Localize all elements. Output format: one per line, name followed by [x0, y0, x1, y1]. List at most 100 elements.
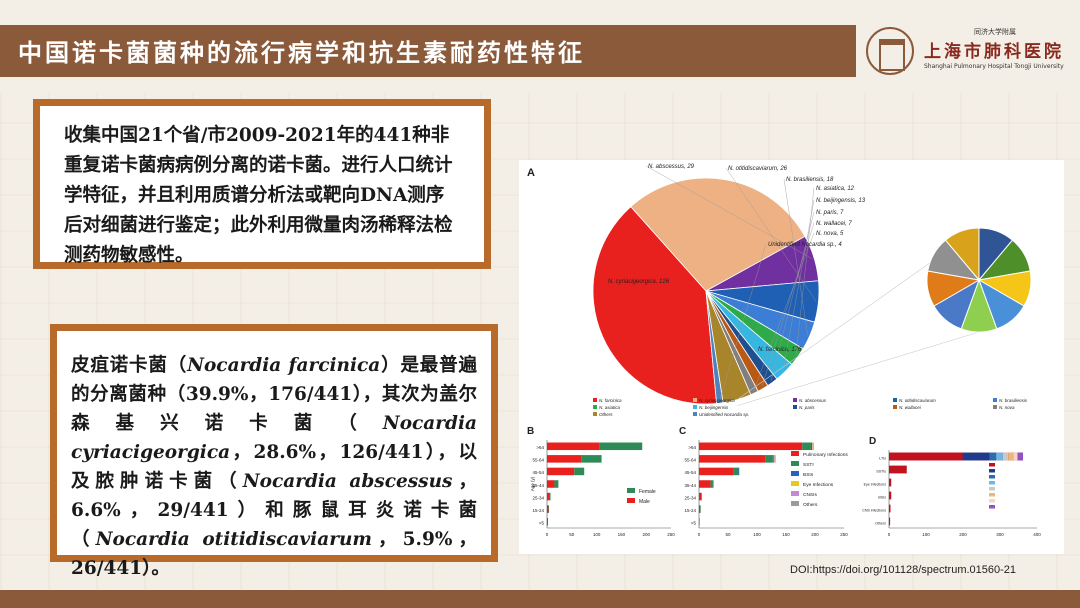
category-tick-label: 45-54 — [532, 470, 544, 475]
y-axis-label: Age (y) — [530, 476, 535, 491]
bar-segment — [547, 505, 549, 513]
bar-segment — [701, 492, 702, 501]
bar-segment — [774, 455, 776, 463]
legend-swatch — [791, 481, 799, 486]
legend-swatch — [989, 505, 995, 509]
legend-label: CNSIs — [803, 492, 817, 498]
legend-swatch — [989, 469, 995, 473]
legend-swatch — [893, 398, 897, 402]
bar-segment — [554, 480, 559, 488]
category-tick-label: >64 — [688, 445, 696, 450]
x-tick-label: 0 — [546, 532, 549, 537]
bar-segment — [699, 517, 700, 526]
pie-leader-line — [645, 165, 812, 259]
legend-swatch — [693, 405, 697, 409]
legend-label: N. cyriacigeorgica — [699, 398, 735, 403]
category-tick-label: <5 — [539, 520, 545, 525]
legend-label: N. brasiliensis — [999, 398, 1028, 403]
x-tick-label: 0 — [888, 532, 891, 537]
results-box: 皮疽诺卡菌（Nocardia farcinica）是最普遍的分离菌种（39.9%… — [50, 324, 498, 579]
doi-text: DOI:https://doi.org/101128/spectrum.0156… — [790, 564, 1017, 576]
bar-segment — [813, 442, 814, 451]
pie-slice — [592, 206, 718, 405]
bar-segment — [812, 442, 813, 451]
bar-segment — [996, 452, 1003, 461]
pie-label: N. paris, 7 — [816, 210, 844, 216]
panel-label-b: B — [527, 426, 534, 437]
legend-label: N. nova — [999, 405, 1015, 410]
legend-swatch — [989, 463, 995, 467]
legend-swatch — [989, 499, 995, 503]
legend-swatch — [693, 412, 697, 416]
category-tick-label: 25-34 — [684, 495, 696, 500]
category-tick-label: 45-54 — [684, 470, 696, 475]
bar-segment — [810, 442, 813, 451]
pie-leader-line — [782, 199, 815, 371]
bar-segment — [699, 455, 766, 463]
category-tick-label: 15-24 — [532, 508, 544, 513]
bar-segment — [581, 455, 602, 463]
x-tick-label: 400 — [1033, 532, 1041, 537]
category-tick-label: 25-34 — [532, 495, 544, 500]
figure-svg: A N. farcinica, 176 N. cyriacigeorgica, 12… — [527, 164, 1041, 537]
legend-swatch — [593, 412, 597, 416]
x-tick-label: 0 — [698, 532, 701, 537]
x-tick-label: 100 — [753, 532, 761, 537]
legend-swatch — [627, 498, 635, 503]
legend-swatch — [989, 493, 995, 497]
methods-box: 收集中国21个省/市2009-2021年的441种非重复诺卡菌病病例分离的诺卡菌… — [33, 99, 491, 269]
bar-segment — [889, 491, 892, 500]
pie-slice — [630, 177, 806, 292]
legend-label: N. beijingensis — [699, 405, 729, 410]
bar-segment — [989, 452, 997, 461]
bar-segment — [547, 467, 575, 476]
pie-leader-line — [770, 211, 815, 381]
methods-text: 收集中国21个省/市2009-2021年的441种非重复诺卡菌病病例分离的诺卡菌… — [64, 125, 453, 266]
x-tick-label: 100 — [593, 532, 601, 537]
bar-segment — [889, 504, 891, 513]
bar-segment — [699, 467, 734, 476]
bar-segment — [962, 452, 990, 461]
category-tick-label: <5 — [691, 520, 697, 525]
bar-segment — [699, 442, 803, 451]
results-figure: A N. farcinica, 176 N. cyriacigeorgica, 12… — [519, 160, 1064, 554]
bar-segment — [1013, 452, 1018, 461]
legend-swatch — [627, 488, 635, 493]
category-tick-label: 15-24 — [684, 508, 696, 513]
pie-label: N. asiatica, 12 — [816, 186, 855, 192]
category-tick-label: 55-64 — [684, 458, 696, 463]
legend-label: N. abscessus — [799, 398, 827, 403]
bar-segment — [739, 467, 740, 476]
x-tick-label: 150 — [618, 532, 626, 537]
legend-swatch — [993, 405, 997, 409]
legend-label: N. paris — [799, 405, 815, 410]
bar-segment — [712, 480, 714, 488]
bar-segment — [599, 442, 643, 451]
bar-segment — [889, 517, 891, 526]
x-tick-label: 100 — [922, 532, 930, 537]
pie-label: N. farcinica, 176 — [758, 347, 802, 353]
x-tick-label: 200 — [811, 532, 819, 537]
legend-swatch — [791, 471, 799, 476]
x-tick-label: 300 — [996, 532, 1004, 537]
legend-swatch — [593, 398, 597, 402]
pie-leader-line — [753, 232, 815, 392]
logo-hospital-name: 上海市肺科医院 — [924, 42, 1064, 62]
results-text: 皮疽诺卡菌（Nocardia farcinica）是最普遍的分离菌种（39.9%… — [71, 355, 478, 579]
bar-segment — [547, 492, 550, 501]
bar-segment — [574, 467, 585, 476]
pie-label: N. wallacei, 7 — [816, 221, 852, 227]
bar-segment — [549, 492, 551, 501]
legend-swatch — [989, 487, 995, 491]
category-tick-label: 35-44 — [532, 483, 544, 488]
bar-segment — [772, 455, 774, 463]
legend-label: Eye Infections — [803, 482, 834, 488]
legend-label: N. wallacei — [899, 405, 922, 410]
legend-swatch — [693, 398, 697, 402]
category-tick-label: 35-44 — [684, 483, 696, 488]
pie-label: Unidentified Nocardia sp., 4 — [768, 242, 842, 248]
legend-swatch — [791, 451, 799, 456]
bar-segment — [774, 455, 775, 463]
pie-leader-line — [761, 222, 815, 387]
legend-label: Male — [639, 499, 650, 505]
